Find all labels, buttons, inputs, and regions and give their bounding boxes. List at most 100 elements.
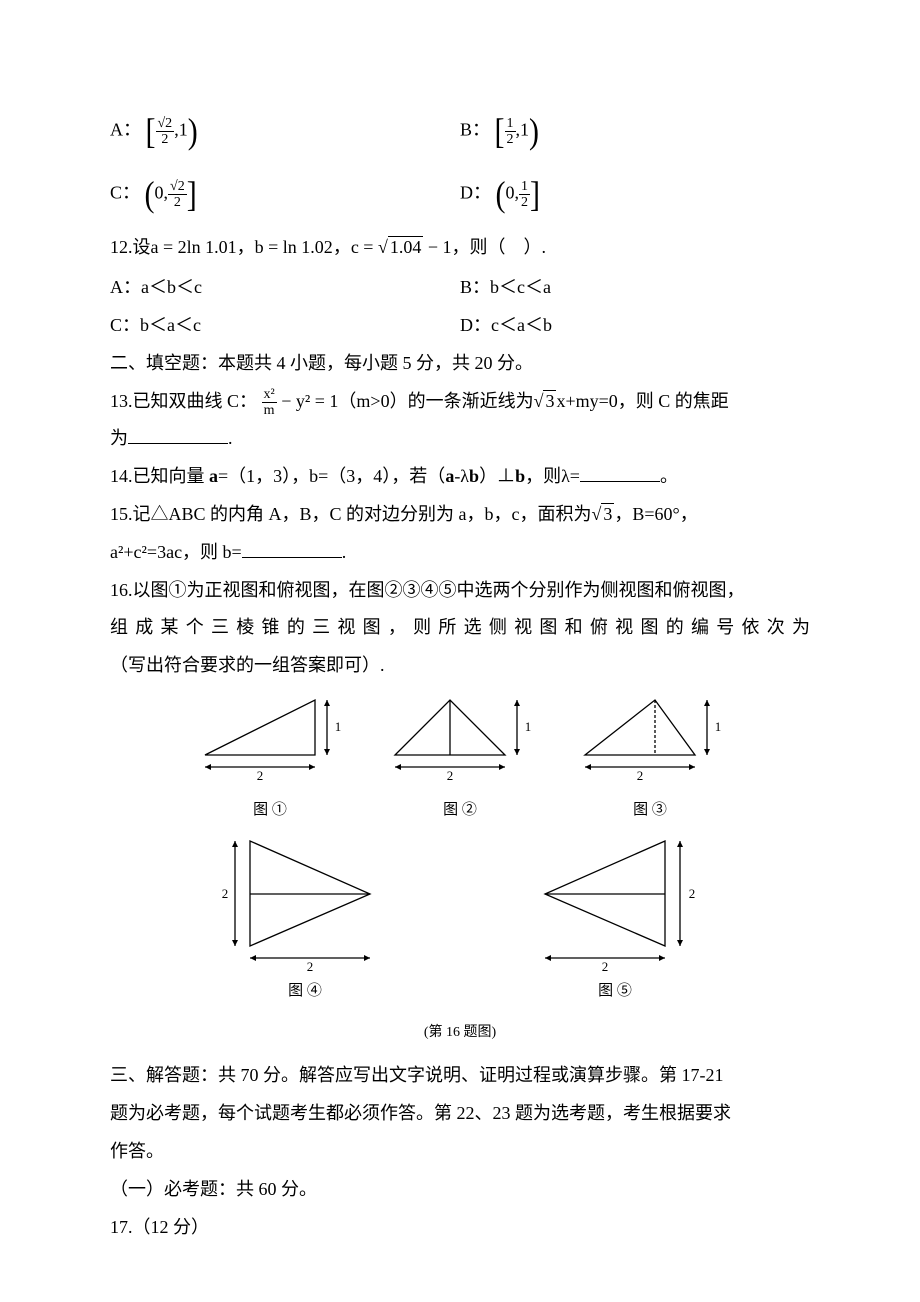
svg-text:2: 2 [447, 768, 454, 783]
period: . [228, 428, 233, 448]
q11-choice-c: C： (0,√22] [110, 163, 460, 226]
q11-row-cd: C： (0,√22] D： (0,12] [110, 163, 810, 226]
q12-choice-b: B：b＜c＜a [460, 269, 810, 307]
label: C： [110, 183, 140, 203]
section-3-line3: 作答。 [110, 1133, 810, 1171]
q11-choice-b: B： [12,1) [460, 100, 810, 163]
q12-choice-d: D：c＜a＜b [460, 307, 810, 345]
q15-line1: 15.记△ABC 的内角 A，B，C 的对边分别为 a，b，c，面积为√3，B=… [110, 496, 810, 534]
period: 。 [660, 466, 678, 486]
fig-label: 图 ④ [220, 976, 390, 1008]
q16-caption: (第 16 题图) [110, 1018, 810, 1047]
fig-label: 图 ① [195, 795, 345, 827]
fraction: 12 [519, 179, 530, 211]
label: A： [110, 277, 141, 297]
choice-text: b＜c＜a [490, 277, 551, 297]
label: D： [460, 183, 491, 203]
label: D： [460, 315, 491, 335]
label: B： [460, 120, 490, 140]
q16-line2: 组成某个三棱锥的三视图，则所选侧视图和俯视图的编号依次为 [110, 609, 810, 647]
zero: 0, [155, 183, 169, 203]
q12-prefix: 12.设 [110, 237, 151, 257]
blank-input[interactable] [128, 426, 228, 444]
blank-input[interactable] [242, 540, 342, 558]
q15-sqrt3: 3 [601, 503, 614, 524]
section-3-sub: （一）必考题：共 60 分。 [110, 1171, 810, 1209]
q13-tail1: x+my=0，则 C 的焦距 [556, 391, 728, 411]
q12-choice-c: C：b＜a＜c [110, 307, 460, 345]
figure-4: 2 2 图 ④ [220, 836, 390, 1008]
zero: 0, [506, 183, 520, 203]
fraction: √22 [168, 179, 187, 211]
figure-3: 2 1 图 ③ [575, 695, 725, 827]
t2: =（1，3），b=（3，4），若（ [218, 466, 445, 486]
vec-a2: a [445, 466, 454, 486]
fraction: 12 [505, 116, 516, 148]
q13-tail2: 为 [110, 428, 128, 448]
q12-choice-a: A：a＜b＜c [110, 269, 460, 307]
choice-text: a＜b＜c [141, 277, 202, 297]
q12-a: a = 2ln 1.01 [151, 237, 237, 257]
q12-row-cd: C：b＜a＜c D：c＜a＜b [110, 307, 810, 345]
t4: ）⊥ [479, 466, 515, 486]
vec-b2: b [515, 466, 525, 486]
section-2-header: 二、填空题：本题共 4 小题，每小题 5 分，共 20 分。 [110, 345, 810, 383]
section-3-line1: 三、解答题：共 70 分。解答应写出文字说明、证明过程或演算步骤。第 17-21 [110, 1057, 810, 1095]
q12-stem: 12.设a = 2ln 1.01，b = ln 1.02，c = √1.04 −… [110, 226, 810, 269]
figure-5: 2 2 图 ⑤ [530, 836, 700, 1008]
q12-c-sqrt: 1.04 [388, 236, 424, 257]
fig-label: 图 ② [385, 795, 535, 827]
svg-text:2: 2 [222, 886, 229, 901]
bracket-open: ( [496, 157, 506, 233]
radical-icon: √ [378, 237, 388, 257]
figure-2: 2 1 图 ② [385, 695, 535, 827]
q16-figures-row2: 2 2 图 ④ 2 2 [110, 836, 810, 1008]
label: B： [460, 277, 490, 297]
label: A： [110, 120, 141, 140]
blank-input[interactable] [580, 464, 660, 482]
q13-line1: 13.已知双曲线 C： x²m − y² = 1（m>0）的一条渐近线为√3x+… [110, 383, 810, 421]
q12-b: b = ln 1.02 [255, 237, 333, 257]
radical-icon: √ [592, 504, 602, 524]
q12-c-suffix: − 1 [423, 237, 451, 257]
q13-prefix: 13.已知双曲线 C： [110, 391, 257, 411]
section-3-line2: 题为必考题，每个试题考生都必须作答。第 22、23 题为选考题，考生根据要求 [110, 1095, 810, 1133]
svg-text:2: 2 [307, 959, 314, 974]
svg-text:1: 1 [525, 719, 532, 734]
vec-b: b [469, 466, 479, 486]
q12-c-prefix: c = [351, 237, 378, 257]
q12-row-ab: A：a＜b＜c B：b＜c＜a [110, 269, 810, 307]
choice-text: c＜a＜b [491, 315, 552, 335]
q16-line1: 16.以图①为正视图和俯视图，在图②③④⑤中选两个分别作为侧视图和俯视图， [110, 572, 810, 610]
interval-body: ,1 [516, 120, 530, 140]
bracket-close: ] [187, 157, 197, 233]
t3: -λ [454, 466, 469, 486]
q13-mid: − y² = 1（m>0）的一条渐近线为 [281, 391, 533, 411]
bracket-close: ] [530, 157, 540, 233]
radical-icon: √ [534, 391, 544, 411]
interval-body: ,1 [174, 120, 188, 140]
svg-text:2: 2 [257, 768, 264, 783]
svg-text:2: 2 [602, 959, 609, 974]
t5: ，则λ= [525, 466, 580, 486]
fig-label: 图 ③ [575, 795, 725, 827]
svg-text:2: 2 [637, 768, 644, 783]
page-content: A： [√22,1) B： [12,1) C： (0,√22] D： (0,12… [110, 100, 810, 1246]
q16-line3: （写出符合要求的一组答案即可）. [110, 647, 810, 685]
q13-line2: 为. [110, 420, 810, 458]
q14-line: 14.已知向量 a=（1，3），b=（3，4），若（a-λb）⊥b，则λ=。 [110, 458, 810, 496]
svg-text:2: 2 [689, 886, 696, 901]
vec-a: a [209, 466, 218, 486]
q11-choice-d: D： (0,12] [460, 163, 810, 226]
q11-row-ab: A： [√22,1) B： [12,1) [110, 100, 810, 163]
figure-1: 2 1 图 ① [195, 695, 345, 827]
q12-tail: ，则（ ）. [452, 237, 547, 257]
q11-choice-a: A： [√22,1) [110, 100, 460, 163]
q13-sqrt3: 3 [543, 390, 556, 411]
choice-text: b＜a＜c [140, 315, 201, 335]
q15-1b: ，B=60°， [614, 504, 697, 524]
period: . [342, 542, 347, 562]
q17-header: 17.（12 分） [110, 1209, 810, 1247]
svg-text:1: 1 [715, 719, 722, 734]
q15-line2: a²+c²=3ac，则 b=. [110, 534, 810, 572]
